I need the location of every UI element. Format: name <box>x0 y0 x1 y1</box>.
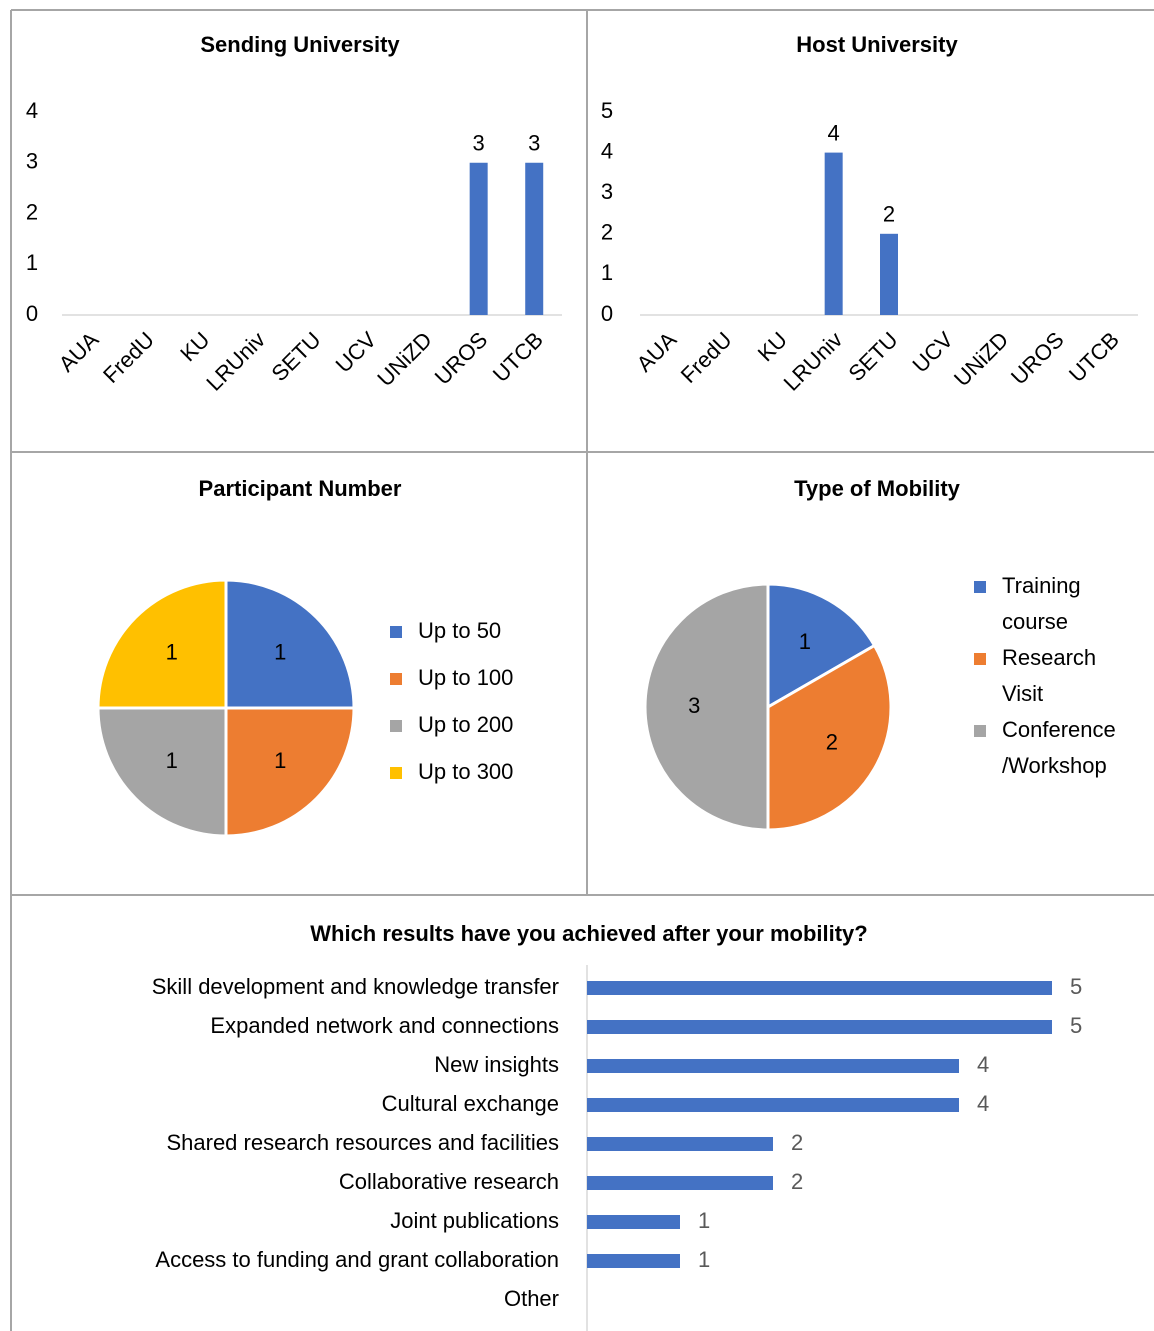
y-tick-label: Cultural exchange <box>382 1091 559 1116</box>
legend-label: Up to 300 <box>418 759 513 784</box>
chart-title: Participant Number <box>199 476 402 501</box>
chart-title: Host University <box>796 32 958 57</box>
x-tick-label: AUA <box>632 327 682 377</box>
y-tick-label: 2 <box>26 199 38 224</box>
legend-swatch <box>390 626 402 638</box>
y-tick-label: 5 <box>601 98 613 123</box>
legend-label: Conference/Workshop <box>1002 717 1116 778</box>
x-tick-label: FredU <box>98 327 159 388</box>
pie-slice <box>96 706 228 838</box>
data-label: 1 <box>799 629 811 654</box>
y-tick-label: 0 <box>26 301 38 326</box>
bar <box>880 233 898 315</box>
data-label: 3 <box>688 693 700 718</box>
x-tick-label: SETU <box>843 327 902 386</box>
legend-label: Up to 50 <box>418 618 501 643</box>
chart-title: Sending University <box>200 32 400 57</box>
bar <box>587 981 1052 995</box>
bar <box>587 1176 773 1190</box>
x-tick-label: LRUniv <box>201 327 270 396</box>
legend-label: Up to 200 <box>418 712 513 737</box>
chart-title: Type of Mobility <box>794 476 961 501</box>
y-tick-label: Access to funding and grant collaboratio… <box>155 1247 559 1272</box>
data-label: 1 <box>698 1208 710 1233</box>
legend-label: Up to 100 <box>418 665 513 690</box>
x-tick-label: UROS <box>1006 327 1069 390</box>
bar <box>587 1059 959 1073</box>
pie-slice <box>766 643 893 832</box>
data-label: 1 <box>166 748 178 773</box>
y-tick-label: 4 <box>601 138 613 163</box>
y-tick-label: New insights <box>434 1052 559 1077</box>
y-tick-label: Skill development and knowledge transfer <box>152 974 559 999</box>
legend-swatch <box>390 673 402 685</box>
panel-borders <box>10 9 1154 1331</box>
bar <box>824 152 843 315</box>
y-tick-label: Shared research resources and facilities <box>166 1130 559 1155</box>
x-tick-label: UROS <box>430 327 493 390</box>
data-label: 1 <box>274 640 286 665</box>
x-tick-label: UNiZD <box>949 327 1013 391</box>
data-label: 1 <box>166 640 178 665</box>
y-tick-label: 1 <box>601 260 613 285</box>
data-label: 5 <box>1070 1013 1082 1038</box>
pie-slice <box>96 578 228 710</box>
data-label: 4 <box>828 120 840 145</box>
x-tick-label: FredU <box>676 327 737 388</box>
bar <box>587 1215 680 1229</box>
data-label: 2 <box>883 202 895 227</box>
legend-swatch <box>390 720 402 732</box>
bar <box>525 162 544 315</box>
pie-slice <box>766 582 877 710</box>
pie-slice <box>224 578 356 710</box>
data-label: 4 <box>977 1091 989 1116</box>
x-tick-label: UCV <box>331 327 382 378</box>
legend-label: Training course <box>1002 573 1081 634</box>
data-label: 3 <box>473 131 485 156</box>
data-label: 1 <box>698 1247 710 1272</box>
x-tick-label: UCV <box>907 327 958 378</box>
data-label: 2 <box>826 730 838 755</box>
y-tick-label: Other <box>504 1286 559 1311</box>
data-label: 4 <box>977 1052 989 1077</box>
x-tick-label: KU <box>753 327 792 366</box>
x-tick-label: UTCB <box>1064 327 1124 387</box>
x-tick-label: AUA <box>54 327 104 377</box>
legend-swatch <box>974 653 986 665</box>
y-tick-label: Collaborative research <box>339 1169 559 1194</box>
y-tick-label: 1 <box>26 250 38 275</box>
data-label: 3 <box>528 131 540 156</box>
legend-swatch <box>974 581 986 593</box>
y-tick-label: 0 <box>601 301 613 326</box>
x-tick-label: UNiZD <box>372 327 436 391</box>
data-label: 1 <box>274 748 286 773</box>
pie-slice <box>224 706 356 838</box>
data-label: 5 <box>1070 974 1082 999</box>
x-tick-label: SETU <box>266 327 325 386</box>
pie-slice <box>643 582 770 832</box>
legend-swatch <box>974 725 986 737</box>
bar <box>587 1098 959 1112</box>
chart-title: Which results have you achieved after yo… <box>310 921 867 946</box>
bar <box>587 1137 773 1151</box>
bar <box>469 162 488 315</box>
legend-label: Research Visit <box>1002 645 1096 706</box>
bar <box>587 1020 1052 1034</box>
y-tick-label: 3 <box>601 179 613 204</box>
y-tick-label: Expanded network and connections <box>210 1013 559 1038</box>
y-tick-label: Joint publications <box>390 1208 559 1233</box>
y-tick-label: 3 <box>26 149 38 174</box>
x-tick-label: LRUniv <box>779 327 848 396</box>
x-tick-label: KU <box>175 327 214 366</box>
x-tick-label: UTCB <box>488 327 548 387</box>
bar <box>587 1254 680 1268</box>
legend-swatch <box>390 767 402 779</box>
y-tick-label: 2 <box>601 220 613 245</box>
data-label: 2 <box>791 1169 803 1194</box>
y-tick-label: 4 <box>26 98 38 123</box>
data-label: 2 <box>791 1130 803 1155</box>
